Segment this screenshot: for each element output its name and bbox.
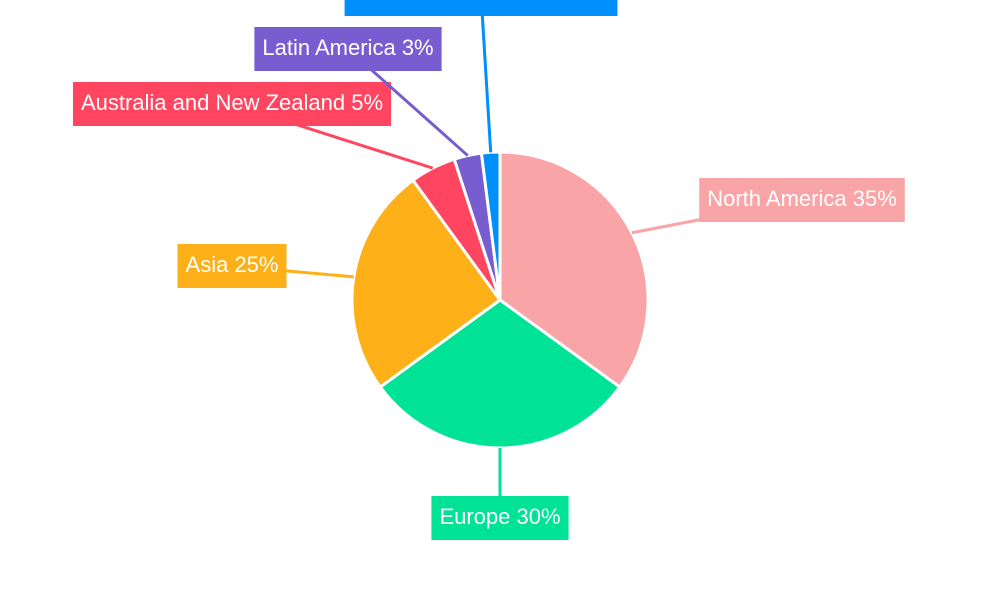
label-text: Middle East and Africa 2% (353, 0, 610, 5)
category-name: Australia and New Zealand (81, 90, 345, 115)
label-text: Asia 25% (186, 252, 279, 277)
label-text: Europe 30% (439, 504, 560, 529)
category-name: Middle East and Africa (353, 0, 573, 5)
data-label: Middle East and Africa 2% (344, 0, 618, 16)
category-name: Europe (439, 504, 510, 529)
category-name: Latin America (262, 35, 396, 60)
pie-slice (479, 150, 502, 301)
leader-line (479, 0, 493, 153)
pie-slice (350, 178, 503, 390)
label-box (254, 27, 442, 71)
value-label: 25% (234, 252, 278, 277)
data-label: North America 35% (699, 178, 905, 222)
data-label: Latin America 3% (254, 27, 442, 71)
category-name: Asia (186, 252, 230, 277)
value-label: 2% (578, 0, 610, 5)
slices (350, 150, 650, 450)
data-label: Australia and New Zealand 5% (72, 82, 392, 126)
pie-slice (378, 298, 622, 450)
value-label: 30% (517, 504, 561, 529)
label-text: Australia and New Zealand 5% (81, 90, 383, 115)
category-name: North America (707, 186, 847, 211)
label-box (431, 496, 569, 540)
label-text: North America 35% (707, 186, 897, 211)
value-label: 3% (402, 35, 434, 60)
value-label: 5% (351, 90, 383, 115)
label-box (72, 82, 392, 126)
label-box (699, 178, 905, 222)
value-label: 35% (853, 186, 897, 211)
label-text: Latin America 3% (262, 35, 433, 60)
data-label: Asia 25% (177, 244, 287, 288)
label-box (344, 0, 618, 16)
data-label: Europe 30% (431, 496, 569, 540)
pie-slice (498, 150, 650, 390)
label-box (177, 244, 287, 288)
